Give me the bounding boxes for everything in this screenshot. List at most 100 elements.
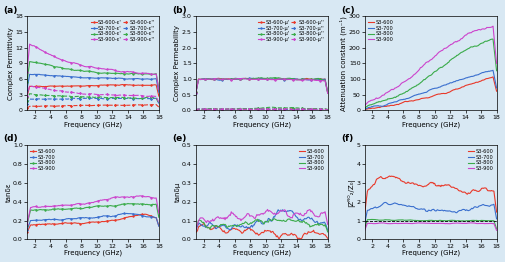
S3-600-μ' [192,91,198,94]
S3-600-μ' [302,77,308,80]
S3-600 [470,82,476,85]
S3-700-ε'' [156,102,162,105]
Legend: S3-600, S3-700, S3-800, S3-900: S3-600, S3-700, S3-800, S3-900 [298,148,325,172]
Line: S3-900: S3-900 [26,195,160,225]
S3-800-ε'' [24,99,30,102]
S3-600-ε' [115,84,121,87]
S3-900 [236,217,242,220]
S3-600-μ'' [283,108,289,111]
S3-700-μ'' [250,107,257,110]
S3-600 [404,100,410,103]
S3-800 [361,227,367,230]
Line: S3-600: S3-600 [26,213,160,233]
S3-800-μ'' [192,108,198,111]
S3-900 [413,222,419,225]
S3-800-μ' [236,77,242,80]
S3-800 [436,219,442,222]
S3-900-μ'' [267,108,273,111]
S3-800 [453,219,459,222]
S3-900 [302,212,308,215]
S3-900 [264,208,270,211]
Legend: S3-600, S3-700, S3-800, S3-900: S3-600, S3-700, S3-800, S3-900 [29,148,56,172]
S3-900-μ'' [284,107,290,111]
S3-700-ε'' [116,97,122,100]
S3-600 [24,231,30,234]
S3-600-ε' [98,84,104,87]
S3-900 [67,204,73,207]
S3-900 [435,222,441,225]
S3-800-ε' [93,71,99,74]
S3-600 [471,189,477,192]
S3-800-ε' [77,69,83,72]
Line: S3-600: S3-600 [195,223,327,239]
S3-700-μ' [192,91,198,94]
S3-700-μ'' [268,108,274,111]
S3-800 [236,224,242,227]
S3-600 [413,98,419,101]
S3-900 [156,212,162,215]
S3-700 [431,209,437,212]
S3-600-ε' [133,84,139,87]
S3-700 [471,205,477,209]
S3-800 [244,223,250,226]
S3-600-μ' [268,78,274,81]
Line: S3-700-μ'': S3-700-μ'' [194,108,328,111]
S3-700 [244,226,250,229]
S3-600-μ'' [244,108,250,111]
S3-800 [125,202,131,205]
S3-600 [67,221,73,225]
Y-axis label: Attenuation constant (m⁻¹): Attenuation constant (m⁻¹) [339,16,347,111]
X-axis label: Frequency (GHz): Frequency (GHz) [64,250,122,256]
Line: S3-900-ε'': S3-900-ε'' [26,85,160,103]
S3-900-ε' [99,67,105,70]
S3-700-ε' [27,73,33,76]
S3-700-μ' [284,78,290,81]
Line: S3-700: S3-700 [364,70,495,109]
S3-800-ε'' [133,97,139,100]
S3-700 [236,225,242,228]
Line: S3-900: S3-900 [364,26,495,105]
S3-600 [192,231,198,234]
S3-900-μ' [284,78,290,81]
S3-700 [284,209,290,212]
Line: S3-900-μ': S3-900-μ' [194,78,328,94]
S3-900-ε'' [68,90,74,94]
S3-900 [492,62,498,65]
S3-800 [430,71,436,74]
Line: S3-900: S3-900 [195,209,327,230]
S3-600-μ' [237,77,243,80]
Line: S3-900-μ'': S3-900-μ'' [194,108,328,111]
S3-600-ε'' [76,104,82,107]
S3-900 [404,78,410,81]
S3-900-ε' [133,72,139,75]
S3-800-ε' [133,72,139,75]
S3-600 [93,220,99,223]
S3-700 [156,225,162,228]
S3-900-ε' [156,88,162,91]
S3-600 [405,181,411,184]
S3-800 [133,203,139,206]
S3-700 [361,107,367,111]
S3-700 [435,86,441,89]
S3-800 [192,227,198,230]
S3-800-μ' [284,77,290,80]
S3-700 [67,217,73,220]
Legend: S3-600, S3-700, S3-800, S3-900: S3-600, S3-700, S3-800, S3-900 [466,148,493,172]
S3-900-μ' [268,78,274,81]
Text: (c): (c) [340,6,354,14]
S3-600-μ' [284,78,290,81]
S3-800-μ' [261,77,267,80]
S3-700 [430,87,436,90]
Line: S3-800: S3-800 [26,203,160,226]
S3-800 [76,207,82,210]
S3-800 [267,218,273,221]
S3-900 [492,229,498,232]
S3-900-μ'' [236,108,242,111]
S3-700 [275,208,281,211]
Line: S3-600-μ'': S3-600-μ'' [194,108,328,111]
S3-600-μ' [245,77,251,80]
S3-800 [67,207,73,210]
S3-700 [261,221,267,224]
S3-800-μ'' [284,106,290,109]
S3-700-μ' [302,78,308,81]
